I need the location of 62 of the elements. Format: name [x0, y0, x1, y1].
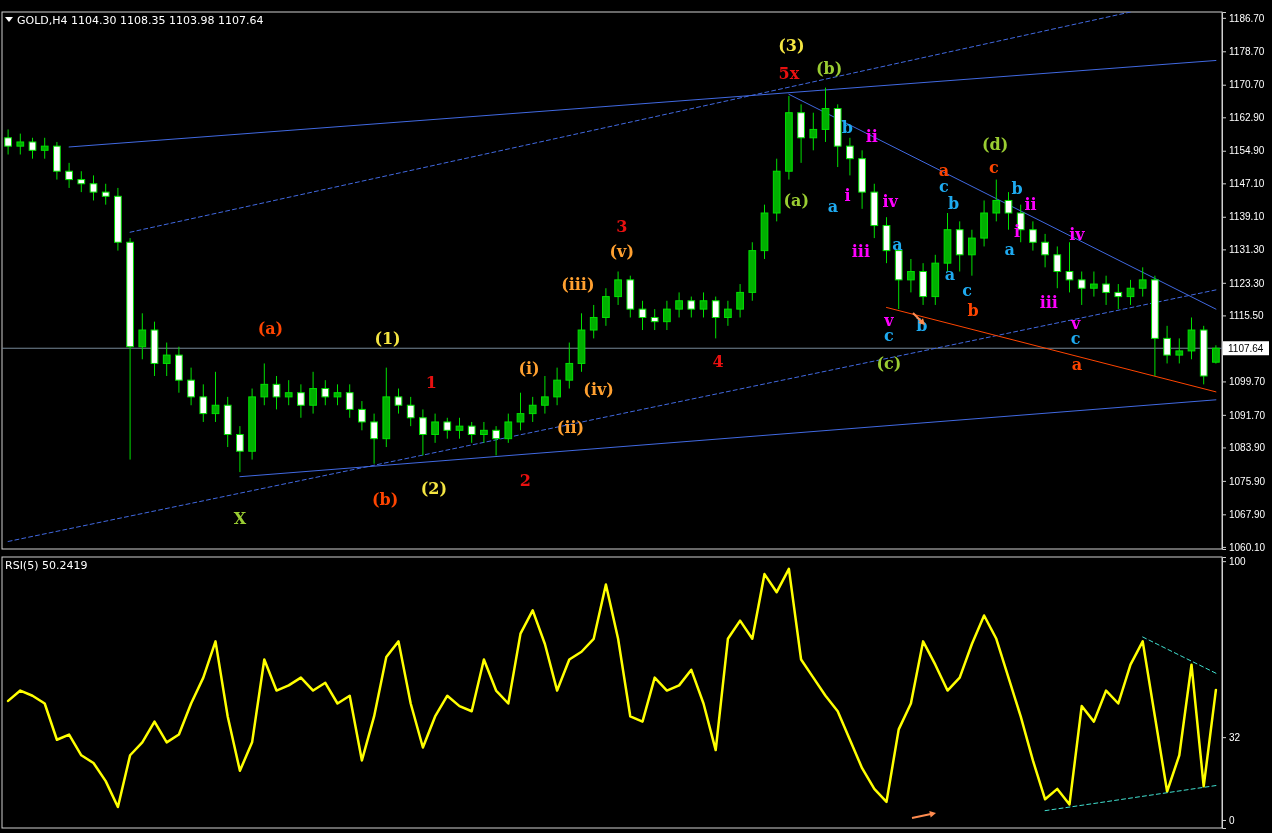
annotation: ii — [1024, 195, 1037, 215]
y-tick-label: 1060.10 — [1229, 541, 1266, 553]
annotation: X — [233, 508, 247, 528]
y-tick-label: 1123.30 — [1229, 277, 1265, 289]
y-tick-label: 1162.90 — [1229, 112, 1265, 124]
annotation: (a) — [783, 190, 809, 210]
annotation: (d) — [981, 134, 1009, 154]
annotation: 3 — [616, 216, 628, 236]
y-tick-label: 100 — [1229, 555, 1247, 567]
annotation: a — [938, 160, 950, 180]
annotation: iv — [1069, 224, 1086, 244]
annotation: a — [944, 265, 956, 285]
annotation: (a) — [257, 318, 284, 338]
y-tick-label: 1178.70 — [1229, 45, 1265, 57]
annotation: a — [827, 197, 839, 217]
annotation: i — [844, 186, 851, 206]
annotation: (b) — [816, 58, 843, 78]
y-tick-label: 1154.90 — [1229, 145, 1265, 157]
annotation: (1) — [374, 328, 401, 348]
y-tick-label: 32 — [1229, 731, 1241, 743]
annotation: iv — [882, 192, 899, 212]
annotation: c — [988, 157, 999, 177]
annotation: iii — [1039, 293, 1058, 313]
y-tick-label: 1083.90 — [1229, 442, 1266, 454]
annotation: iii — [851, 242, 870, 262]
y-tick-label: 1131.30 — [1229, 244, 1265, 256]
annotation: 4 — [712, 351, 724, 371]
y-tick-label: 1170.70 — [1229, 79, 1265, 91]
annotation: (iv) — [583, 379, 614, 399]
chart-title: RSI(5) 50.2419 — [5, 559, 88, 572]
annotation: 1 — [425, 373, 438, 393]
annotation: b — [841, 118, 854, 138]
annotation: b — [967, 300, 979, 320]
annotation: i — [1014, 222, 1021, 242]
y-tick-label: 1099.70 — [1229, 376, 1266, 388]
y-tick-label: 1067.90 — [1229, 509, 1266, 521]
annotation: (ii) — [556, 417, 585, 437]
annotation: c — [938, 177, 949, 197]
y-tick-label: 0 — [1229, 814, 1235, 826]
ref-line-label: 1107.64 — [1228, 343, 1264, 355]
annotation: (iii) — [561, 274, 595, 294]
chart-title: GOLD,H4 1104.30 1108.35 1103.98 1107.64 — [17, 14, 264, 27]
annotation: (2) — [420, 479, 448, 499]
y-tick-label: 1147.10 — [1229, 178, 1265, 190]
annotation: b — [1011, 179, 1023, 199]
annotation: (3) — [778, 36, 805, 56]
annotation: 2 — [519, 471, 531, 491]
y-tick-label: 1075.90 — [1229, 475, 1266, 487]
y-tick-label: 1115.50 — [1229, 310, 1265, 322]
annotation: (c) — [876, 353, 902, 373]
annotation: (i) — [518, 359, 540, 379]
annotation: a — [1071, 355, 1083, 375]
annotation: a — [892, 234, 903, 254]
annotation: c — [962, 280, 973, 300]
annotation: (v) — [609, 242, 634, 262]
y-tick-label: 1186.70 — [1229, 12, 1265, 24]
annotation: (b) — [371, 490, 399, 510]
y-tick-label: 1139.10 — [1229, 211, 1265, 223]
annotation: b — [948, 194, 960, 214]
annotation: 5x — [778, 64, 800, 84]
y-tick-label: 1091.70 — [1229, 409, 1266, 421]
annotation: a — [1004, 240, 1015, 260]
